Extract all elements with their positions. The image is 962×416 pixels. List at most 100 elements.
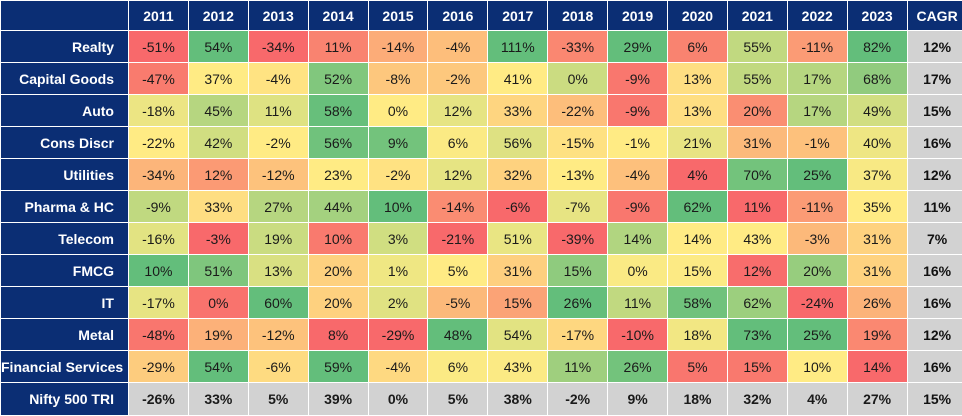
year-header-2015: 2015 — [368, 1, 428, 30]
heatmap-cell: -3% — [188, 223, 248, 254]
table-row: Cons Discr -22% 42% -2% 56% 9% 6% 56% -15% -1% 21%… — [1, 127, 962, 158]
heatmap-cell: -14% — [368, 31, 428, 62]
heatmap-cell: 9% — [608, 383, 668, 415]
heatmap-cell: -17% — [129, 287, 188, 318]
cagr-cell: 17% — [907, 63, 962, 94]
heatmap-cell: 5% — [428, 255, 488, 286]
heatmap-cell: -9% — [129, 191, 188, 222]
heatmap-cell: 13% — [248, 255, 308, 286]
cagr-cell: 7% — [907, 223, 962, 254]
heatmap-cell: 2% — [368, 287, 428, 318]
heatmap-cell: -48% — [129, 319, 188, 350]
cagr-cell: 12% — [907, 159, 962, 190]
sector-label: Capital Goods — [1, 63, 128, 94]
heatmap-cell: 38% — [488, 383, 548, 415]
heatmap-cell: -6% — [248, 351, 308, 382]
heatmap-cell: 4% — [787, 383, 847, 415]
heatmap-cell: 29% — [608, 31, 668, 62]
heatmap-cell: -21% — [428, 223, 488, 254]
heatmap-cell: -34% — [248, 31, 308, 62]
total-row: Nifty 500 TRI -26% 33% 5% 39% 0% 5% 38% -2% 9% 18%… — [1, 383, 962, 415]
sector-label: Nifty 500 TRI — [1, 383, 128, 415]
heatmap-cell: 25% — [787, 159, 847, 190]
sector-label: FMCG — [1, 255, 128, 286]
year-header-2011: 2011 — [129, 1, 188, 30]
heatmap-cell: 0% — [608, 255, 668, 286]
table-row: Realty -51% 54% -34% 11% -14% -4% 111% -33% 29% 6%… — [1, 31, 962, 62]
heatmap-cell: 20% — [727, 95, 787, 126]
heatmap-cell: 15% — [548, 255, 608, 286]
year-header-2014: 2014 — [308, 1, 368, 30]
heatmap-cell: 55% — [727, 31, 787, 62]
year-header-2023: 2023 — [847, 1, 907, 30]
heatmap-cell: 62% — [668, 191, 727, 222]
heatmap-cell: 10% — [787, 351, 847, 382]
heatmap-cell: 55% — [727, 63, 787, 94]
heatmap-cell: 32% — [727, 383, 787, 415]
heatmap-cell: 32% — [488, 159, 548, 190]
heatmap-cell: 27% — [248, 191, 308, 222]
cagr-cell: 16% — [907, 127, 962, 158]
year-header-2020: 2020 — [668, 1, 727, 30]
heatmap-cell: -1% — [608, 127, 668, 158]
table-row: Capital Goods -47% 37% -4% 52% -8% -2% 41% 0% -9%… — [1, 63, 962, 94]
heatmap-cell: 6% — [668, 31, 727, 62]
heatmap-cell: 10% — [308, 223, 368, 254]
cagr-header: CAGR — [907, 1, 962, 30]
heatmap-cell: 27% — [847, 383, 907, 415]
heatmap-cell: -12% — [248, 319, 308, 350]
cagr-cell: 16% — [907, 351, 962, 382]
table-row: Pharma & HC -9% 33% 27% 44% 10% -14% -6% -7% -9% 6… — [1, 191, 962, 222]
heatmap-cell: 37% — [847, 159, 907, 190]
heatmap-cell: 19% — [847, 319, 907, 350]
heatmap-cell: 33% — [188, 191, 248, 222]
heatmap-cell: 9% — [368, 127, 428, 158]
heatmap-cell: 3% — [368, 223, 428, 254]
table-row: Telecom -16% -3% 19% 10% 3% -21% 51% -39% 14% 14% 4… — [1, 223, 962, 254]
cagr-cell: 16% — [907, 287, 962, 318]
year-header-2019: 2019 — [608, 1, 668, 30]
heatmap-cell: 37% — [188, 63, 248, 94]
table-row: FMCG 10% 51% 13% 20% 1% 5% 31% 15% 0% 15% 12% 20% 31%… — [1, 255, 962, 286]
heatmap-cell: -22% — [548, 95, 608, 126]
heatmap-cell: 58% — [668, 287, 727, 318]
table-row: Metal -48% 19% -12% 8% -29% 48% 54% -17% -10% 18% 7… — [1, 319, 962, 350]
heatmap-cell: -39% — [548, 223, 608, 254]
sector-label: Auto — [1, 95, 128, 126]
year-header-2022: 2022 — [787, 1, 847, 30]
heatmap-cell: 20% — [787, 255, 847, 286]
table-row: Auto -18% 45% 11% 58% 0% 12% 33% -22% -9% 13% 20% 17… — [1, 95, 962, 126]
heatmap-cell: -5% — [428, 287, 488, 318]
heatmap-cell: -17% — [548, 319, 608, 350]
heatmap-cell: 43% — [488, 351, 548, 382]
sector-label: Cons Discr — [1, 127, 128, 158]
heatmap-cell: 39% — [308, 383, 368, 415]
heatmap-cell: -2% — [368, 159, 428, 190]
header-row: 2011 2012 2013 2014 2015 2016 2017 2018 2019 2020… — [1, 1, 962, 30]
heatmap-cell: -2% — [548, 383, 608, 415]
sector-label: Utilities — [1, 159, 128, 190]
heatmap-cell: -12% — [248, 159, 308, 190]
heatmap-cell: -7% — [548, 191, 608, 222]
heatmap-cell: 62% — [727, 287, 787, 318]
heatmap-cell: 26% — [608, 351, 668, 382]
heatmap-cell: 14% — [847, 351, 907, 382]
heatmap-cell: 49% — [847, 95, 907, 126]
heatmap-cell: 17% — [787, 63, 847, 94]
heatmap-cell: 41% — [488, 63, 548, 94]
heatmap-cell: 42% — [188, 127, 248, 158]
heatmap-cell: 0% — [368, 95, 428, 126]
heatmap-cell: -13% — [548, 159, 608, 190]
heatmap-cell: 31% — [847, 255, 907, 286]
heatmap-cell: -14% — [428, 191, 488, 222]
heatmap-cell: 11% — [248, 95, 308, 126]
heatmap-cell: 17% — [787, 95, 847, 126]
heatmap-cell: 12% — [428, 159, 488, 190]
sector-label: IT — [1, 287, 128, 318]
heatmap-cell: 11% — [727, 191, 787, 222]
heatmap-cell: 59% — [308, 351, 368, 382]
heatmap-cell: -11% — [787, 191, 847, 222]
heatmap-cell: -4% — [428, 31, 488, 62]
heatmap-cell: 0% — [188, 287, 248, 318]
